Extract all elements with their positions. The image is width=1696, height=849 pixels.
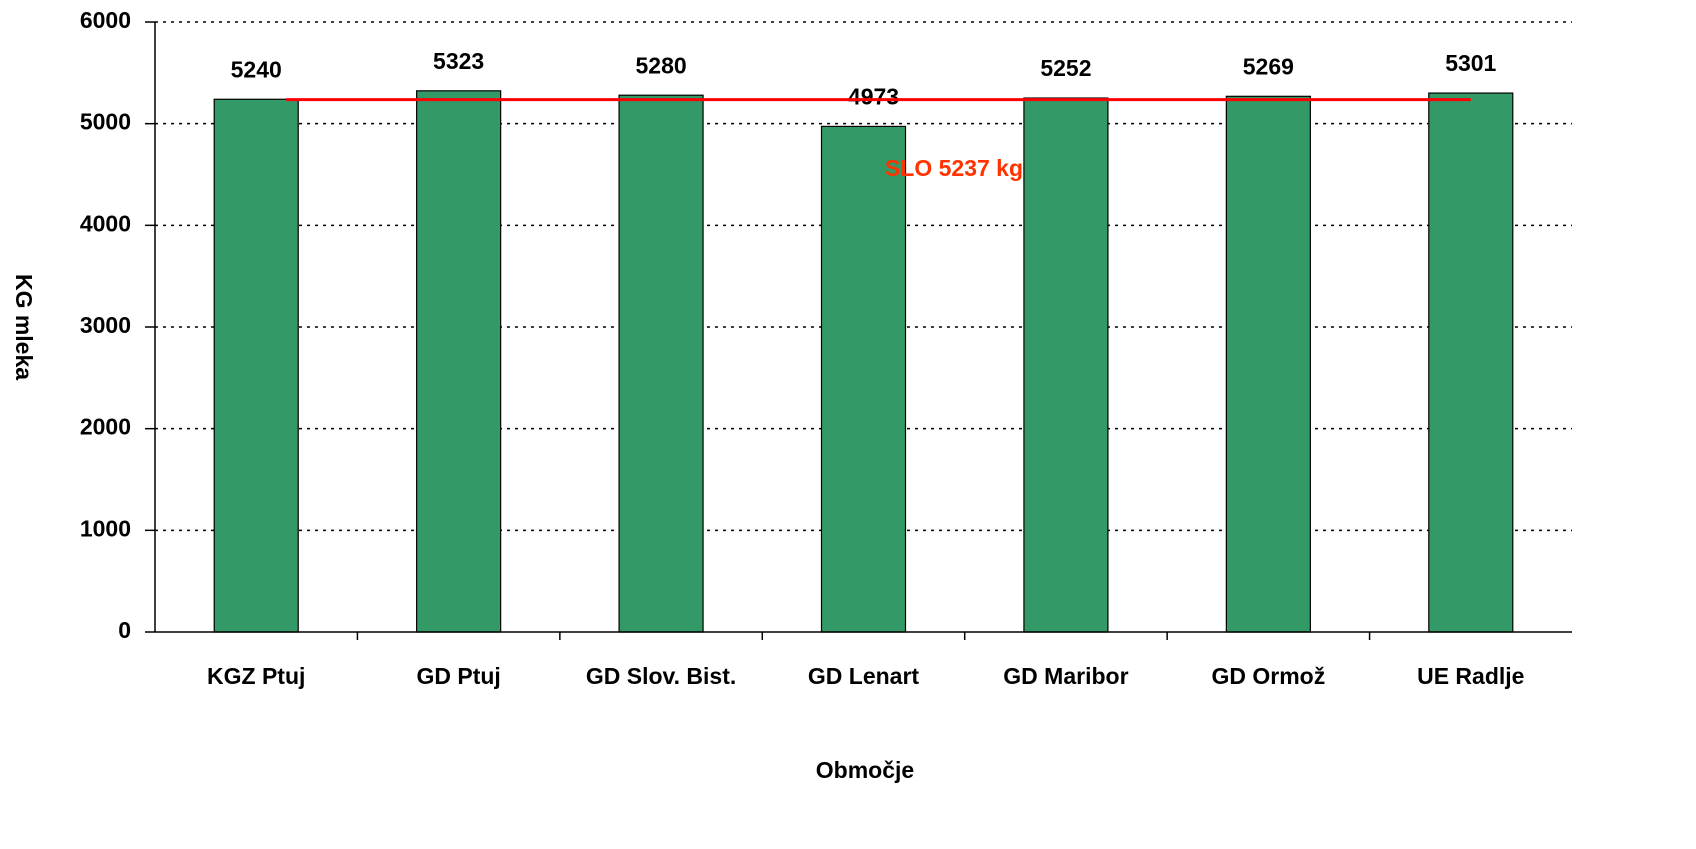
x-tick-label: KGZ Ptuj [207, 663, 305, 689]
value-label: 5269 [1243, 53, 1294, 79]
x-tick-label: GD Ormož [1211, 663, 1325, 689]
bar [213, 98, 299, 633]
y-tick-label: 5000 [80, 109, 131, 135]
bar [618, 94, 704, 633]
value-label: 5323 [433, 48, 484, 74]
value-label: 5240 [231, 56, 282, 82]
x-tick-label: GD Lenart [808, 663, 920, 689]
y-tick-label: 3000 [80, 312, 131, 338]
x-tick-label: UE Radlje [1417, 663, 1524, 689]
value-label: 5252 [1040, 55, 1091, 81]
bar [1428, 92, 1514, 633]
value-label: 4973 [848, 83, 899, 109]
x-tick-label: GD Ptuj [416, 663, 500, 689]
value-label: 5301 [1445, 50, 1496, 76]
bar [1023, 97, 1109, 633]
y-tick-label: 1000 [80, 515, 131, 541]
y-tick-label: 0 [118, 617, 131, 643]
reference-label: SLO 5237 kg [885, 155, 1023, 181]
bar [820, 125, 907, 633]
bar [1225, 95, 1311, 633]
y-tick-label: 6000 [80, 7, 131, 33]
y-tick-label: 2000 [80, 414, 131, 440]
x-axis-title: Območje [816, 757, 914, 783]
x-tick-label: GD Maribor [1003, 663, 1128, 689]
y-axis-title: KG mleka [11, 274, 37, 380]
value-label: 5280 [635, 52, 686, 78]
bar [416, 90, 502, 633]
y-tick-label: 4000 [80, 210, 131, 236]
x-tick-label: GD Slov. Bist. [586, 663, 736, 689]
